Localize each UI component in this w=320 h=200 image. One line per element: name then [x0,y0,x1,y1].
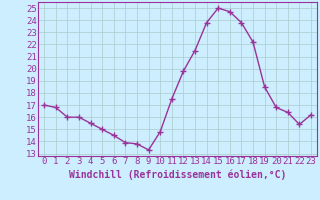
X-axis label: Windchill (Refroidissement éolien,°C): Windchill (Refroidissement éolien,°C) [69,169,286,180]
